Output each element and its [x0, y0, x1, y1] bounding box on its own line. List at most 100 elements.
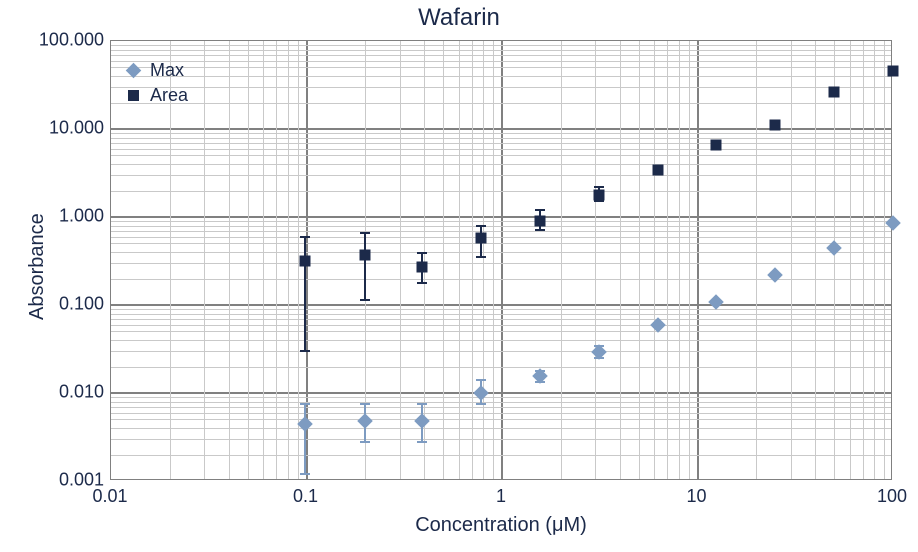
grid-minor-h [111, 175, 891, 176]
error-cap [360, 299, 370, 301]
error-cap [476, 256, 486, 258]
grid-minor-h [111, 402, 891, 403]
x-tick-label: 1 [496, 486, 506, 507]
grid-minor-h [111, 155, 891, 156]
diamond-icon [124, 65, 142, 76]
grid-minor-h [111, 231, 891, 232]
error-cap [476, 225, 486, 227]
grid-minor-h [111, 340, 891, 341]
diamond-marker [414, 413, 430, 429]
square-marker [770, 119, 781, 130]
error-cap [360, 441, 370, 443]
y-tick-label: 1.000 [59, 206, 104, 227]
error-cap [476, 403, 486, 405]
chart-title: Wafarin [0, 4, 918, 32]
square-icon [124, 90, 142, 101]
x-axis-label: Concentration (μM) [110, 514, 892, 537]
square-marker [652, 165, 663, 176]
square-marker [888, 65, 899, 76]
legend-item: Max [124, 60, 188, 81]
grid-minor-h [111, 314, 891, 315]
grid-minor-h [111, 439, 891, 440]
grid-minor-h [111, 103, 891, 104]
y-tick-label: 100.000 [39, 30, 104, 51]
square-marker [360, 249, 371, 260]
square-marker [711, 139, 722, 150]
error-bar [304, 404, 306, 474]
error-cap [417, 282, 427, 284]
square-marker [417, 262, 428, 273]
grid-minor-h [111, 149, 891, 150]
error-cap [476, 379, 486, 381]
grid-minor-h [111, 221, 891, 222]
grid-minor-h [111, 325, 891, 326]
grid-minor-h [111, 55, 891, 56]
error-cap [417, 441, 427, 443]
error-bar [364, 233, 366, 299]
y-tick-label: 0.010 [59, 382, 104, 403]
diamond-marker [768, 267, 784, 283]
square-marker [299, 255, 310, 266]
grid-minor-h [111, 226, 891, 227]
grid-minor-h [111, 76, 891, 77]
legend-label: Max [150, 60, 184, 81]
y-tick-label: 10.000 [49, 118, 104, 139]
grid-minor-h [111, 50, 891, 51]
error-cap [594, 186, 604, 188]
grid-minor-h [111, 428, 891, 429]
grid-minor-h [111, 367, 891, 368]
grid-minor-h [111, 243, 891, 244]
error-cap [300, 403, 310, 405]
grid-minor-h [111, 87, 891, 88]
legend: Max Area [120, 58, 192, 108]
grid-minor-h [111, 413, 891, 414]
grid-minor-h [111, 191, 891, 192]
square-marker [829, 87, 840, 98]
grid-minor-h [111, 419, 891, 420]
grid-minor-h [111, 237, 891, 238]
x-tick-label: 0.1 [293, 486, 318, 507]
legend-item: Area [124, 85, 188, 106]
grid-minor-h [111, 309, 891, 310]
x-tick-label: 100 [877, 486, 907, 507]
grid-minor-h [111, 143, 891, 144]
grid-minor-h [111, 331, 891, 332]
diamond-marker [709, 294, 725, 310]
error-cap [360, 403, 370, 405]
grid-minor-h [111, 397, 891, 398]
grid-minor-h [111, 319, 891, 320]
error-bar [304, 237, 306, 351]
square-marker [475, 233, 486, 244]
grid-minor-h [111, 67, 891, 68]
diamond-marker [358, 413, 374, 429]
error-cap [535, 229, 545, 231]
diamond-marker [473, 385, 489, 401]
plot-area [110, 40, 892, 480]
grid-minor-h [111, 351, 891, 352]
grid-minor-h [111, 252, 891, 253]
error-cap [360, 232, 370, 234]
square-marker [534, 216, 545, 227]
x-tick-label: 10 [686, 486, 706, 507]
grid-minor-h [111, 45, 891, 46]
error-cap [300, 350, 310, 352]
y-axis-label: Absorbance [26, 213, 49, 320]
grid-minor-h [111, 133, 891, 134]
grid-minor-h [111, 164, 891, 165]
error-cap [594, 200, 604, 202]
legend-label: Area [150, 85, 188, 106]
y-tick-label: 0.001 [59, 470, 104, 491]
error-cap [417, 252, 427, 254]
grid-minor-h [111, 455, 891, 456]
grid-minor-h [111, 61, 891, 62]
grid-minor-h [111, 407, 891, 408]
error-cap [535, 209, 545, 211]
grid-minor-h [111, 263, 891, 264]
error-cap [300, 236, 310, 238]
error-cap [417, 403, 427, 405]
chart-container: Wafarin Absorbance Concentration (μM) Ma… [0, 0, 918, 552]
square-marker [593, 189, 604, 200]
error-cap [300, 473, 310, 475]
grid-minor-h [111, 138, 891, 139]
y-tick-label: 0.100 [59, 294, 104, 315]
